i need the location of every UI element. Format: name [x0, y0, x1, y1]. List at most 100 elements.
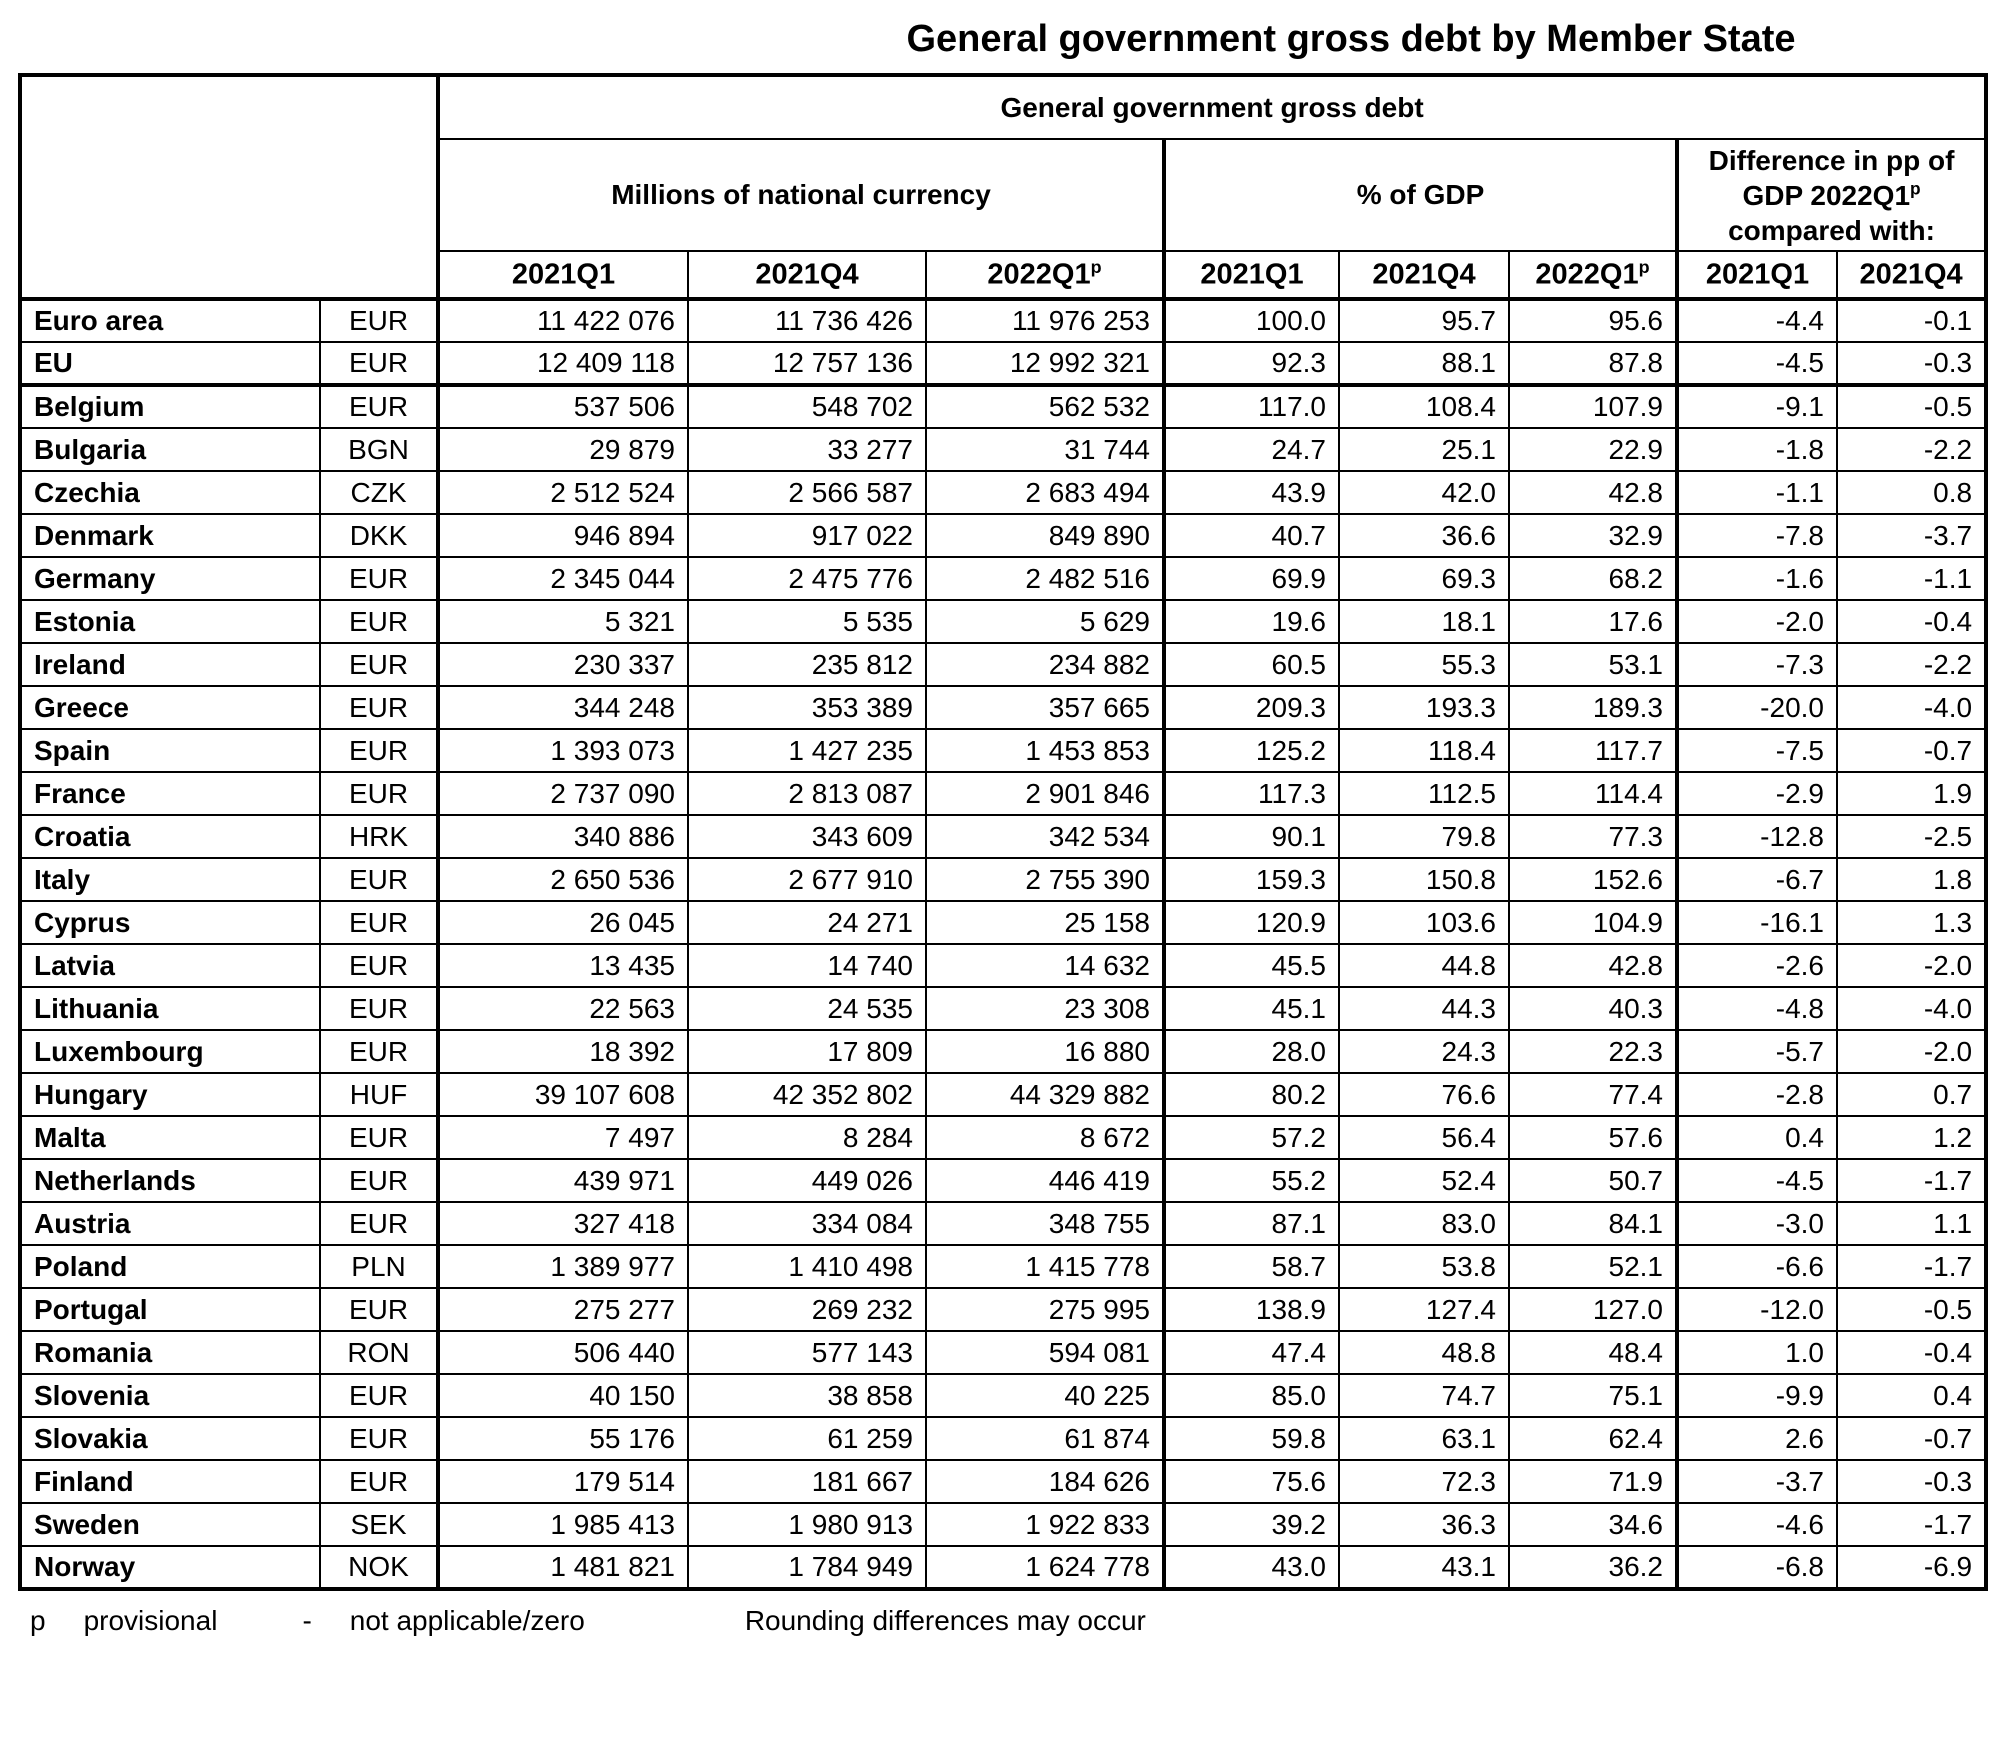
value-cell: 108.4: [1338, 384, 1510, 429]
quarter-label: 2021Q4: [755, 258, 859, 291]
value-cell: -0.4: [1835, 1330, 1988, 1375]
value-cell: 74.7: [1338, 1373, 1510, 1418]
value-cell: 946 894: [436, 513, 689, 558]
country-cell: Bulgaria: [19, 427, 321, 472]
header-row-subgroups: Millions of national currency % of GDP D…: [20, 138, 1988, 252]
value-cell: 334 084: [687, 1201, 927, 1246]
currency-cell: EUR: [319, 1287, 439, 1332]
quarter-header: 2021Q4: [687, 250, 927, 301]
provisional-superscript: p: [1910, 178, 1921, 199]
value-cell: 40 225: [925, 1373, 1165, 1418]
value-cell: -2.6: [1675, 943, 1838, 988]
quarter-label: 2021Q4: [1859, 258, 1963, 291]
page: General government gross debt by Member …: [18, 18, 1989, 1637]
currency-cell: EUR: [319, 556, 439, 601]
value-cell: 95.7: [1338, 298, 1510, 343]
footnotes: p provisional - not applicable/zero Roun…: [30, 1605, 1984, 1637]
table-row: Sweden SEK 1 985 413 1 980 913 1 922 833…: [19, 1502, 1988, 1547]
table-row: Estonia EUR 5 321 5 535 5 629 19.6 18.1 …: [19, 599, 1988, 644]
value-cell: 69.3: [1338, 556, 1510, 601]
value-cell: 45.5: [1162, 943, 1340, 988]
value-cell: 5 535: [687, 599, 927, 644]
quarter-label: 2021Q1: [511, 258, 616, 291]
value-cell: 104.9: [1508, 900, 1678, 945]
value-cell: 594 081: [925, 1330, 1165, 1375]
value-cell: 1.1: [1835, 1201, 1988, 1246]
country-cell: Netherlands: [19, 1158, 321, 1203]
value-cell: 562 532: [925, 384, 1165, 429]
table-row: Germany EUR 2 345 044 2 475 776 2 482 51…: [19, 556, 1988, 601]
value-cell: 87.8: [1508, 341, 1678, 387]
value-cell: -6.6: [1675, 1244, 1838, 1289]
value-cell: 2 901 846: [925, 771, 1165, 816]
value-cell: -3.7: [1675, 1459, 1838, 1504]
table-row: Czechia CZK 2 512 524 2 566 587 2 683 49…: [19, 470, 1988, 515]
value-cell: 12 409 118: [436, 341, 689, 387]
value-cell: 38 858: [687, 1373, 927, 1418]
table-row: Luxembourg EUR 18 392 17 809 16 880 28.0…: [19, 1029, 1988, 1074]
country-cell: Spain: [19, 728, 321, 773]
value-cell: 150.8: [1338, 857, 1510, 902]
value-cell: -2.5: [1835, 814, 1988, 859]
value-cell: 1.2: [1835, 1115, 1988, 1160]
value-cell: 61 259: [687, 1416, 927, 1461]
country-cell: Romania: [19, 1330, 321, 1375]
value-cell: 1 389 977: [436, 1244, 689, 1289]
footnote-rounding: Rounding differences may occur: [744, 1605, 1146, 1636]
value-cell: 22.9: [1508, 427, 1678, 472]
table-body: Euro area EUR 11 422 076 11 736 426 11 9…: [19, 298, 1988, 1590]
value-cell: 446 419: [925, 1158, 1165, 1203]
value-cell: 88.1: [1338, 341, 1510, 387]
value-cell: 275 995: [925, 1287, 1165, 1332]
value-cell: 85.0: [1162, 1373, 1340, 1418]
value-cell: 12 757 136: [687, 341, 927, 387]
value-cell: -2.8: [1675, 1072, 1838, 1117]
value-cell: 28.0: [1162, 1029, 1340, 1074]
value-cell: -6.9: [1835, 1545, 1988, 1590]
value-cell: 1.3: [1835, 900, 1988, 945]
subheader-difference: Difference in pp of GDP 2022Q1p compared…: [1674, 138, 1988, 252]
value-cell: 112.5: [1338, 771, 1510, 816]
value-cell: 90.1: [1162, 814, 1340, 859]
value-cell: -0.7: [1835, 1416, 1988, 1461]
value-cell: 179 514: [436, 1459, 689, 1504]
currency-cell: EUR: [319, 1029, 439, 1074]
table-row: Lithuania EUR 22 563 24 535 23 308 45.1 …: [19, 986, 1988, 1031]
value-cell: 59.8: [1162, 1416, 1340, 1461]
table-row: Finland EUR 179 514 181 667 184 626 75.6…: [19, 1459, 1988, 1504]
value-cell: 11 736 426: [687, 298, 927, 343]
value-cell: 19.6: [1162, 599, 1340, 644]
value-cell: 348 755: [925, 1201, 1165, 1246]
value-cell: 43.9: [1162, 470, 1340, 515]
value-cell: 79.8: [1338, 814, 1510, 859]
table-row: Cyprus EUR 26 045 24 271 25 158 120.9 10…: [19, 900, 1988, 945]
value-cell: 1 980 913: [687, 1502, 927, 1547]
value-cell: -1.7: [1835, 1244, 1988, 1289]
footnote-dash-symbol: -: [302, 1605, 312, 1636]
value-cell: 58.7: [1162, 1244, 1340, 1289]
value-cell: 52.4: [1338, 1158, 1510, 1203]
value-cell: 117.3: [1162, 771, 1340, 816]
subheader-millions: Millions of national currency: [436, 138, 1165, 252]
value-cell: 0.4: [1835, 1373, 1988, 1418]
value-cell: -7.3: [1675, 642, 1838, 687]
value-cell: 53.8: [1338, 1244, 1510, 1289]
value-cell: 449 026: [687, 1158, 927, 1203]
value-cell: 120.9: [1162, 900, 1340, 945]
table-row: Denmark DKK 946 894 917 022 849 890 40.7…: [19, 513, 1988, 558]
value-cell: 344 248: [436, 685, 689, 730]
country-cell: Czechia: [19, 470, 321, 515]
value-cell: 47.4: [1162, 1330, 1340, 1375]
value-cell: 14 632: [925, 943, 1165, 988]
value-cell: 77.3: [1508, 814, 1678, 859]
quarter-label: 2022Q1: [1535, 258, 1639, 291]
value-cell: 48.4: [1508, 1330, 1678, 1375]
table-row: Norway NOK 1 481 821 1 784 949 1 624 778…: [19, 1545, 1988, 1590]
value-cell: 2 650 536: [436, 857, 689, 902]
value-cell: 84.1: [1508, 1201, 1678, 1246]
quarter-header: 2022Q1p: [925, 250, 1165, 301]
value-cell: 68.2: [1508, 556, 1678, 601]
table-row: Austria EUR 327 418 334 084 348 755 87.1…: [19, 1201, 1988, 1246]
value-cell: -3.0: [1675, 1201, 1838, 1246]
currency-cell: EUR: [319, 642, 439, 687]
